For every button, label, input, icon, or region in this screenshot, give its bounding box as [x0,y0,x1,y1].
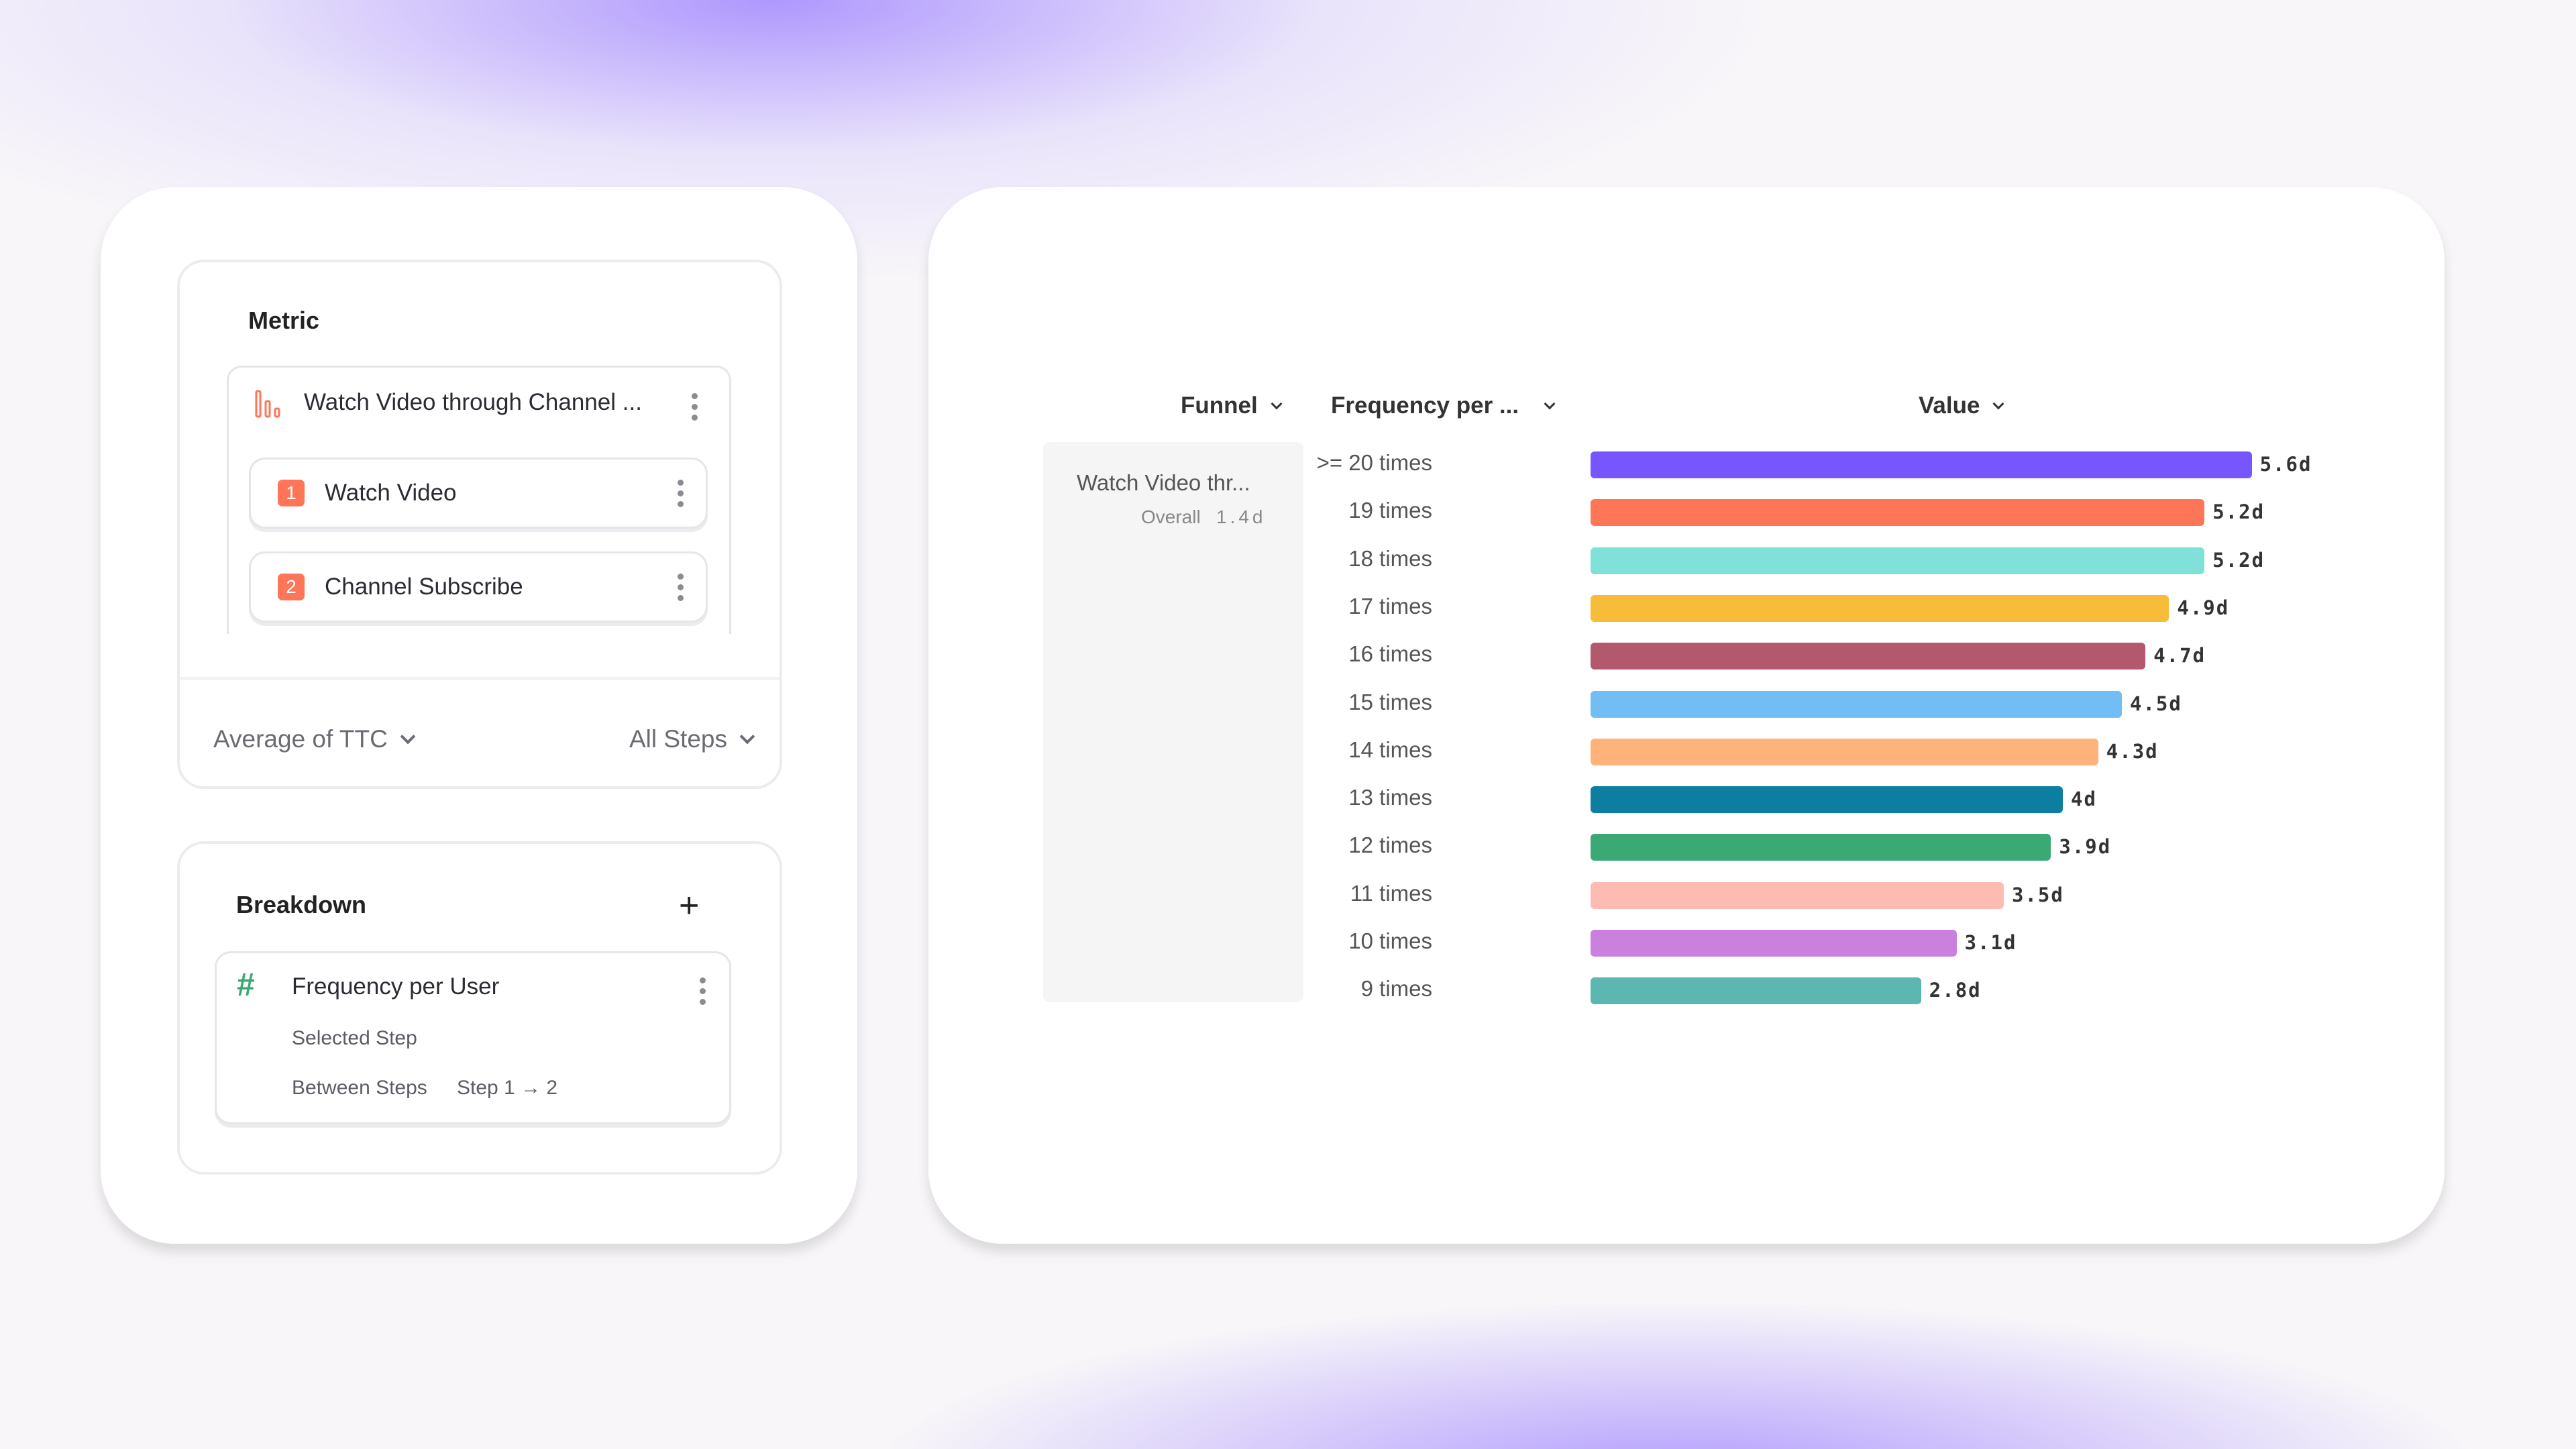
bar[interactable] [1591,834,2051,861]
metric-title: Metric [248,307,320,334]
breakdown-more-icon[interactable] [700,977,706,1005]
chevron-down-icon [1992,398,2004,410]
funnel-chart-icon [255,390,280,418]
bar[interactable] [1591,643,2146,670]
bar-value-label: 3.5d [2012,883,2064,906]
step-scope-label: All Steps [629,725,727,753]
bar-value-label: 4.5d [2130,692,2182,715]
bar-value-label: 5.6d [2259,453,2312,476]
bar[interactable] [1591,547,2205,574]
breakdown-title: Breakdown [236,891,367,918]
aggregation-dropdown[interactable]: Average of TTC [213,725,416,753]
bar[interactable] [1591,881,2004,909]
breakdown-section: Breakdown + # Frequency per User Selecte… [177,841,782,1175]
row-label: 10 times [1348,928,1432,953]
funnel-cell-name: Watch Video thr... [1077,470,1250,495]
query-builder-card: Metric Watch Video through Channel ... 1… [101,187,857,1244]
funnel-metric[interactable]: Watch Video through Channel ... 1 Watch … [227,366,731,634]
chevron-down-icon [400,729,416,745]
overall-label: Overall [1141,506,1201,527]
chevron-down-icon [1544,398,1556,410]
bar-value-label: 5.2d [2212,500,2265,524]
add-breakdown-button[interactable]: + [679,886,700,925]
header-label: Value [1919,392,1980,419]
header-label: Frequency per ... [1331,392,1519,419]
funnel-more-icon[interactable] [692,393,698,421]
bar[interactable] [1591,594,2169,622]
breakdown-property: Frequency per User [292,973,500,1000]
between-steps-value: Step 1 → 2 [457,1077,558,1099]
numeric-property-icon: # [237,967,255,1003]
step-label: Channel Subscribe [325,574,523,600]
step-number-badge: 2 [278,574,305,600]
step-item[interactable]: 2 Channel Subscribe [249,551,708,623]
value-column-header[interactable]: Value [1919,392,2004,419]
results-card: Funnel Frequency per ... Value Watch Vid… [928,187,2445,1244]
row-label: 11 times [1350,880,1432,906]
funnel-column-header[interactable]: Funnel [1181,392,1283,419]
bar-value-label: 4d [2071,788,2097,811]
bar-value-label: 3.1d [1964,931,2017,954]
step-item[interactable]: 1 Watch Video [249,458,708,529]
metric-section: Metric Watch Video through Channel ... 1… [177,260,782,789]
bar[interactable] [1591,930,1957,957]
bar[interactable] [1591,786,2063,814]
between-steps-label: Between Steps [292,1077,427,1099]
row-label: 15 times [1348,689,1432,714]
chevron-down-icon [1271,398,1283,410]
overall-value: 1.4d [1216,506,1267,527]
step-number-badge: 1 [278,480,305,506]
bar-value-label: 4.9d [2177,596,2230,619]
row-label: >= 20 times [1316,450,1432,475]
bar[interactable] [1591,690,2122,718]
step-scope-dropdown[interactable]: All Steps [629,725,755,753]
frequency-column-header[interactable]: Frequency per ... [1331,392,1556,419]
step-more-icon[interactable] [678,480,684,507]
row-label: 13 times [1348,785,1432,810]
bar[interactable] [1591,451,2252,478]
funnel-name: Watch Video through Channel ... [304,389,642,415]
selected-step: Selected Step [292,1027,417,1049]
bar-value-label: 5.2d [2212,548,2265,572]
row-label: 14 times [1348,737,1432,762]
bar-value-label: 2.8d [1929,979,1982,1002]
bar[interactable] [1591,738,2098,765]
bar-value-label: 3.9d [2059,835,2112,859]
chevron-down-icon [739,729,755,745]
funnel-cell: Watch Video thr... Overall 1.4d [1043,442,1303,1002]
row-label: 12 times [1348,833,1432,858]
divider [180,677,780,680]
row-label: 18 times [1348,545,1432,571]
header-label: Funnel [1181,392,1258,419]
step-more-icon[interactable] [678,574,684,601]
bar[interactable] [1591,977,1921,1005]
bar-value-label: 4.3d [2106,739,2159,763]
row-label: 16 times [1348,641,1432,667]
row-label: 17 times [1348,593,1432,619]
aggregation-label: Average of TTC [213,725,388,753]
row-label: 19 times [1348,498,1432,523]
bar[interactable] [1591,499,2205,527]
row-label: 9 times [1360,976,1432,1002]
bar-value-label: 4.7d [2153,644,2206,667]
breakdown-item[interactable]: # Frequency per User Selected Step Betwe… [215,951,731,1124]
step-label: Watch Video [325,480,457,506]
